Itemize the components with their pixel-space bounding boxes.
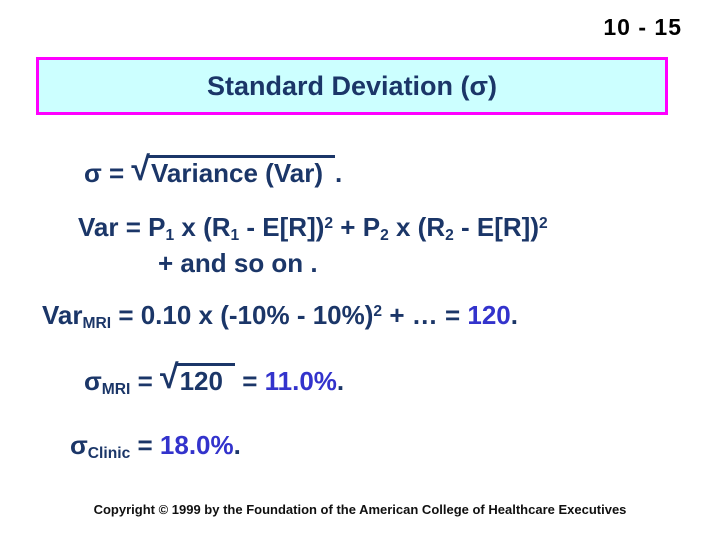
sqrt-expression: √Variance (Var) [131, 149, 335, 189]
formula-segment: σ [84, 366, 102, 396]
subscript: 2 [445, 226, 454, 244]
formula-segment: = [130, 430, 160, 460]
formula-segment: = [234, 366, 265, 396]
subscript: Clinic [87, 444, 131, 462]
subscript: 1 [165, 226, 175, 244]
sqrt-expression: √120 [160, 357, 235, 397]
formula-segment: = 0.10 x (-10% - 10%) [111, 300, 374, 330]
formula-segment: - E[R]) [239, 212, 325, 242]
superscript: 2 [373, 303, 383, 321]
radical-sign-icon: √ [131, 149, 150, 188]
subscript: 2 [380, 226, 389, 244]
formula-segment: . [233, 430, 241, 460]
formula-segment: + … = [382, 300, 468, 330]
formula-segment: σ [70, 430, 88, 460]
subscript: MRI [101, 380, 131, 398]
formula-segment: Var = P [78, 212, 166, 242]
result-value: 18.0% [159, 430, 234, 460]
radicand: 120 [175, 363, 235, 395]
result-value: 11.0% [264, 366, 337, 396]
copyright-notice: Copyright © 1999 by the Foundation of th… [93, 502, 627, 517]
formula-sigma-clinic: σClinic = 18.0%. [70, 430, 241, 461]
superscript: 2 [324, 215, 334, 233]
result-value: 120 [467, 300, 511, 330]
formula-segment: - E[R]) [453, 212, 539, 242]
formula-segment: . [336, 366, 345, 396]
formula-segment: + P [333, 212, 381, 242]
formula-sigma-mri: σMRI = √120 = 11.0%. [84, 357, 345, 398]
formula-segment: . [334, 158, 343, 188]
radical-sign-icon: √ [160, 357, 179, 396]
formula-var-mri: VarMRI = 0.10 x (-10% - 10%)2 + … = 120. [42, 300, 518, 331]
page-title: Standard Deviation (σ) [207, 70, 497, 101]
formula-segment: = [130, 366, 161, 396]
title-box: Standard Deviation (σ) [36, 57, 668, 115]
formula-segment: + and so on . [158, 248, 318, 278]
slide-number: 10 - 15 [603, 14, 682, 40]
formula-segment: . [510, 300, 518, 330]
subscript: 1 [230, 226, 240, 244]
formula-segment: x (R [174, 212, 231, 242]
subscript: MRI [82, 314, 112, 332]
radicand: Variance (Var) [146, 155, 335, 187]
formula-segment: σ = [84, 158, 132, 188]
formula-and-so-on: + and so on . [158, 248, 318, 279]
formula-segment: Var [42, 300, 83, 330]
superscript: 2 [538, 215, 548, 233]
formula-segment: x (R [388, 212, 446, 242]
formula-sigma-definition: σ = √Variance (Var). [84, 149, 343, 189]
formula-variance-definition: Var = P1 x (R1 - E[R])2 + P2 x (R2 - E[R… [78, 212, 548, 243]
